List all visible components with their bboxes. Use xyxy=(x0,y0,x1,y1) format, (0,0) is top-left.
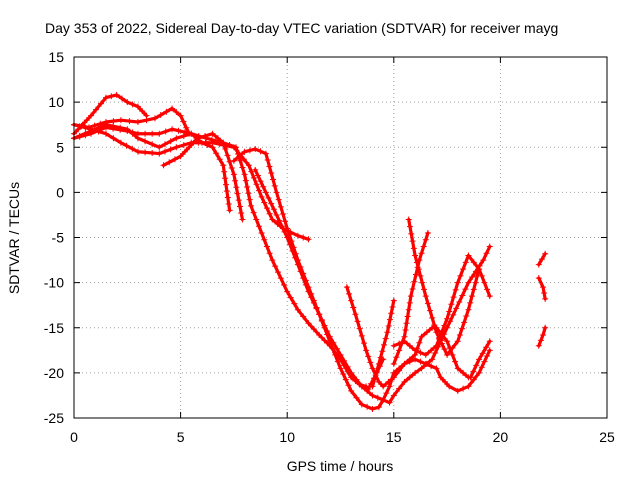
y-tick-label: 15 xyxy=(48,49,64,65)
series-track-5 xyxy=(71,121,312,243)
series-markers xyxy=(467,338,493,381)
y-tick-label: -10 xyxy=(44,275,64,291)
y-tick-label: -5 xyxy=(52,230,65,246)
axis-ticks: 0 5 10 15 20 25 -25 -20 -15 -10 -5 0 5 10 15 xyxy=(44,49,615,445)
series-track-12 xyxy=(405,216,483,358)
series-markers xyxy=(71,121,246,223)
series-track-14 xyxy=(390,252,493,358)
series-track-6 xyxy=(160,130,370,390)
x-tick-label: 25 xyxy=(599,429,615,445)
series-line xyxy=(232,147,492,411)
y-axis-label: SDTVAR / TECUs xyxy=(6,182,22,294)
y-tick-label: -15 xyxy=(44,320,64,336)
series-line xyxy=(537,326,547,348)
series-markers xyxy=(230,146,493,412)
y-tick-label: 10 xyxy=(48,94,64,110)
series-track-13 xyxy=(390,229,431,367)
series-markers xyxy=(358,356,387,393)
grid-lines xyxy=(74,57,607,418)
y-tick-label: -25 xyxy=(44,410,64,426)
series-markers xyxy=(390,252,493,358)
series-track-17 xyxy=(535,275,549,302)
x-axis-label: GPS time / hours xyxy=(287,458,394,474)
y-tick-label: 0 xyxy=(56,184,64,200)
series-markers xyxy=(535,275,549,302)
x-tick-label: 10 xyxy=(279,429,295,445)
plot-frame xyxy=(73,56,608,419)
series-track-15 xyxy=(467,338,493,381)
chart-title: Day 353 of 2022, Sidereal Day-to-day VTE… xyxy=(45,20,558,36)
y-tick-label: -20 xyxy=(44,365,64,381)
y-tick-label: 5 xyxy=(56,139,64,155)
series-track-16 xyxy=(535,250,549,268)
series-markers xyxy=(71,121,312,243)
series-markers xyxy=(160,130,370,390)
series-track-4 xyxy=(71,121,246,223)
x-tick-label: 15 xyxy=(386,429,402,445)
series-track-18 xyxy=(535,324,549,349)
x-tick-label: 5 xyxy=(177,429,185,445)
series-markers xyxy=(535,324,549,349)
series-track-7 xyxy=(230,146,493,412)
series-markers xyxy=(252,166,493,406)
series-line xyxy=(161,132,368,389)
series-markers xyxy=(71,91,150,137)
series-track-8 xyxy=(252,166,493,406)
series-line xyxy=(345,285,471,389)
series-markers xyxy=(535,250,549,268)
series-track-1 xyxy=(71,91,150,137)
series-layer xyxy=(71,91,549,412)
x-tick-label: 20 xyxy=(493,429,509,445)
series-track-11 xyxy=(358,356,387,393)
x-tick-label: 0 xyxy=(70,429,78,445)
series-markers xyxy=(390,229,431,367)
